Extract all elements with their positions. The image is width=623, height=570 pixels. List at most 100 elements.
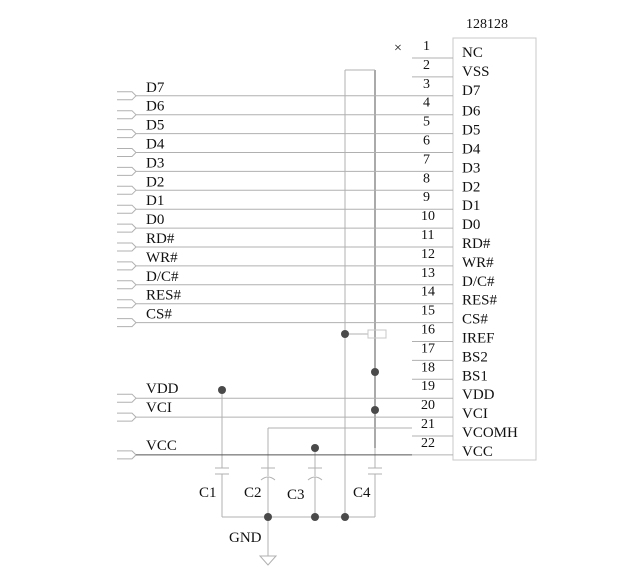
pin-number: 7	[423, 152, 430, 167]
chip-pins: 1 NC 2 VSS 3 D7 4 D6 5 D5 6 D4 7 D3 8 D2 9 D1 10 D0 11 RD# 12 W…	[412, 39, 518, 460]
chip-pin: 22 VCC	[412, 436, 493, 460]
chip-pin: 9 D1	[412, 190, 480, 214]
junction-dot-vci	[371, 406, 379, 414]
port-label: D3	[146, 155, 164, 171]
chip-pin: 7 D3	[412, 152, 480, 176]
port-arrow-icon	[117, 148, 137, 157]
pin-number: 18	[421, 360, 435, 375]
chip-pin: 21 VCOMH	[412, 417, 518, 441]
pin-name: D3	[462, 160, 480, 176]
junction-dot-vcc	[311, 444, 319, 452]
port-arrow-icon	[117, 185, 137, 195]
port-label: D4	[146, 137, 165, 153]
power-port: VDD	[117, 381, 412, 403]
chip-pin: 20 VCI	[412, 398, 488, 422]
junction-dot-vdd	[218, 386, 226, 394]
port-label: D0	[146, 212, 164, 228]
capacitor: C1	[199, 467, 229, 501]
port-label: D/C#	[146, 269, 179, 285]
pin-number: 3	[423, 77, 430, 92]
chip-pin: 16 IREF	[412, 323, 495, 347]
pin-number: 17	[421, 341, 435, 356]
capacitor: C3	[287, 467, 323, 503]
port-label: D5	[146, 118, 164, 134]
port-label: WR#	[146, 250, 178, 266]
capacitor-label: C4	[353, 485, 371, 501]
port-label: RD#	[146, 231, 175, 247]
pin-number: 16	[421, 323, 435, 338]
chip-pin: 12 WR#	[412, 247, 494, 271]
pin-name: CS#	[462, 312, 488, 328]
port-arrow-icon	[117, 261, 137, 271]
chip-pin: 8 D2	[412, 171, 480, 195]
pin-name: D1	[462, 198, 480, 214]
port-arrow-icon	[117, 110, 137, 120]
port-arrow-icon	[117, 242, 137, 252]
pin-name: D5	[462, 123, 480, 139]
port-arrow-icon	[117, 299, 137, 309]
pin-number: 10	[421, 209, 435, 224]
chip-pin: 1 NC	[412, 39, 483, 61]
port-label: D6	[146, 99, 165, 115]
chip-pin: 14 RES#	[412, 285, 498, 309]
chip-body	[452, 37, 537, 461]
pin-number: 8	[423, 171, 430, 186]
pin-number: 9	[423, 190, 430, 205]
junction-dot-gnd-c3	[311, 513, 319, 521]
power-arrow-icon	[117, 393, 137, 403]
chip-pin: 2 VSS	[412, 58, 490, 80]
signal-port: D0	[117, 212, 412, 233]
pin-name: VDD	[462, 387, 495, 403]
pin-number: 11	[421, 228, 434, 243]
signal-port: D2	[117, 174, 412, 195]
port-label: RES#	[146, 288, 182, 304]
port-arrow-icon	[117, 223, 137, 233]
pin-name: NC	[462, 45, 483, 61]
pin-number: 1	[423, 39, 430, 54]
port-label: D2	[146, 174, 164, 190]
signal-ports: D7 D6 D5 D4 D3 D2 D1 D0 RD# WR# D/C# RES# CS#	[117, 80, 412, 328]
pin-name: VCOMH	[462, 425, 518, 441]
port-arrow-icon	[117, 129, 137, 139]
signal-port: D/C#	[117, 269, 412, 290]
pin-name: D4	[462, 142, 481, 158]
signal-port: D1	[117, 193, 412, 214]
chip-pin: 3 D7	[412, 77, 481, 99]
pin-name: BS1	[462, 368, 488, 384]
signal-port: WR#	[117, 250, 412, 271]
nc-cross-icon: ×	[394, 41, 402, 56]
chip-pin: 11 RD#	[412, 228, 491, 252]
capacitor-label: C2	[244, 485, 262, 501]
pin-name: D2	[462, 179, 480, 195]
pin-number: 20	[421, 398, 435, 413]
port-arrow-icon	[117, 91, 137, 101]
chip-pin: 10 D0	[412, 209, 480, 233]
signal-port: RD#	[117, 231, 412, 252]
capacitor-label: C3	[287, 487, 305, 503]
pin-number: 6	[423, 134, 430, 149]
port-arrow-icon	[117, 280, 137, 290]
capacitor: C2	[244, 467, 276, 501]
pin-name: VSS	[462, 64, 490, 80]
pin-name: RD#	[462, 236, 491, 252]
signal-port: D6	[117, 99, 412, 120]
port-label: CS#	[146, 307, 172, 323]
ground-label: GND	[229, 530, 262, 546]
port-label: D1	[146, 193, 164, 209]
pin-name: IREF	[462, 331, 495, 347]
pin-number: 22	[421, 436, 435, 451]
pin-number: 4	[423, 96, 430, 111]
chip-pin: 19 VDD	[412, 379, 495, 403]
pin-name: WR#	[462, 255, 494, 271]
pin-name: D6	[462, 104, 481, 120]
junction-dot-gnd-vss	[341, 513, 349, 521]
signal-port: RES#	[117, 288, 412, 309]
power-label: VCI	[146, 400, 172, 416]
junction-dot-iref	[341, 330, 349, 338]
pin-number: 15	[421, 304, 435, 319]
chip-pin: 4 D6	[412, 96, 481, 120]
pin-name: VCC	[462, 444, 493, 460]
pin-number: 13	[421, 266, 435, 281]
chip-pin: 13 D/C#	[412, 266, 495, 290]
